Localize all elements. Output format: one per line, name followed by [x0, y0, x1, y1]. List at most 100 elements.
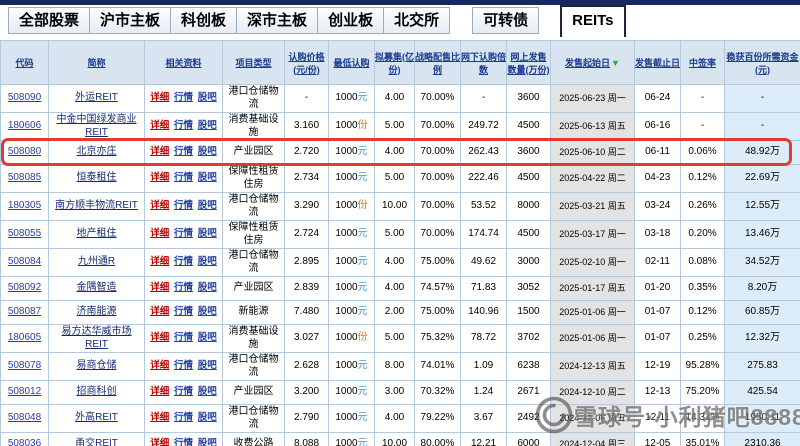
col-code[interactable]: 代码▼: [0, 40, 49, 85]
detail-link[interactable]: 详细: [150, 306, 170, 318]
col-win[interactable]: 中签率▼: [680, 40, 725, 85]
tab-chinext[interactable]: 创业板: [317, 7, 385, 34]
code-link[interactable]: 508085: [7, 172, 42, 184]
code-link[interactable]: 508078: [7, 360, 42, 372]
detail-link[interactable]: 详细: [150, 282, 170, 294]
detail-link[interactable]: 详细: [150, 360, 170, 372]
name-link[interactable]: 地产租住: [76, 228, 117, 240]
detail-link[interactable]: 详细: [150, 256, 170, 268]
guba-link[interactable]: 股吧: [197, 200, 217, 212]
code-link[interactable]: 508012: [7, 386, 42, 398]
col-info[interactable]: 相关资料▼: [144, 40, 223, 85]
detail-link[interactable]: 详细: [150, 92, 170, 104]
guba-link[interactable]: 股吧: [197, 438, 217, 446]
col-funds[interactable]: 稳获百份所需资金(元)▼: [724, 40, 800, 85]
col-strategic[interactable]: 战略配售比例▼: [414, 40, 461, 85]
quote-link[interactable]: 行情: [173, 412, 193, 424]
name-link[interactable]: 北京亦庄: [76, 146, 117, 158]
quote-link[interactable]: 行情: [173, 332, 193, 344]
guba-link[interactable]: 股吧: [197, 228, 217, 240]
detail-link[interactable]: 详细: [150, 200, 170, 212]
name-link[interactable]: 恒泰租住: [76, 172, 117, 184]
name-link[interactable]: 招商科创: [76, 386, 117, 398]
name-link[interactable]: 外运REIT: [75, 92, 118, 104]
code-link[interactable]: 508090: [7, 92, 42, 104]
name-link[interactable]: 南方顺丰物流REIT: [55, 200, 138, 212]
price-cell: 8.088: [284, 432, 329, 446]
guba-link[interactable]: 股吧: [197, 332, 217, 344]
col-price[interactable]: 认购价格(元/份)▼: [284, 40, 329, 85]
col-end[interactable]: 发售截止日▼: [634, 40, 681, 85]
code-link[interactable]: 508048: [7, 412, 42, 424]
quote-link[interactable]: 行情: [173, 438, 193, 446]
tab-reits[interactable]: REITs: [560, 5, 626, 37]
detail-link[interactable]: 详细: [150, 438, 170, 446]
raise-cell: 4.00: [374, 84, 415, 113]
reits-table: 代码▼简称▼相关资料▼项目类型▼认购价格(元/份)▼最低认购▼拟募集(亿份)▼战…: [0, 40, 800, 446]
code-link[interactable]: 508092: [7, 282, 42, 294]
name-link[interactable]: 金隅智造: [76, 282, 117, 294]
code-link[interactable]: 508080: [7, 146, 42, 158]
tab-convertible-bonds[interactable]: 可转债: [472, 7, 540, 34]
quote-link[interactable]: 行情: [173, 172, 193, 184]
detail-link[interactable]: 详细: [150, 228, 170, 240]
col-type[interactable]: 项目类型▼: [222, 40, 285, 85]
tab-all-stocks[interactable]: 全部股票: [8, 7, 91, 34]
col-online[interactable]: 网上发售数量(万份)▼: [506, 40, 551, 85]
quote-link[interactable]: 行情: [173, 256, 193, 268]
quote-link[interactable]: 行情: [173, 120, 193, 132]
guba-link[interactable]: 股吧: [197, 360, 217, 372]
detail-link[interactable]: 详细: [150, 172, 170, 184]
code-link[interactable]: 508055: [7, 228, 42, 240]
code-link[interactable]: 180606: [7, 120, 42, 132]
name-link[interactable]: 易商仓储: [76, 360, 117, 372]
col-offline[interactable]: 网下认购倍数▼: [460, 40, 507, 85]
name-link[interactable]: 易方达华威市场REIT: [61, 326, 132, 350]
code-link[interactable]: 508087: [7, 306, 42, 318]
code-link[interactable]: 508036: [7, 438, 42, 446]
tab-sz-main-board[interactable]: 深市主板: [236, 7, 319, 34]
min-qty: 1000: [335, 146, 358, 158]
online-quantity-cell: 3052: [506, 276, 551, 301]
detail-link[interactable]: 详细: [150, 146, 170, 158]
code-link[interactable]: 180305: [7, 200, 42, 212]
quote-link[interactable]: 行情: [173, 360, 193, 372]
col-raise[interactable]: 拟募集(亿份)▼: [374, 40, 415, 85]
detail-link[interactable]: 详细: [150, 386, 170, 398]
code-link[interactable]: 180605: [7, 332, 42, 344]
quote-link[interactable]: 行情: [173, 200, 193, 212]
col-name[interactable]: 简称▼: [48, 40, 145, 85]
guba-link[interactable]: 股吧: [197, 386, 217, 398]
quote-link[interactable]: 行情: [173, 386, 193, 398]
guba-link[interactable]: 股吧: [197, 412, 217, 424]
quote-link[interactable]: 行情: [173, 146, 193, 158]
tab-bse[interactable]: 北交所: [383, 7, 451, 34]
quote-link[interactable]: 行情: [173, 228, 193, 240]
guba-link[interactable]: 股吧: [197, 282, 217, 294]
tab-sh-main-board[interactable]: 沪市主板: [89, 7, 172, 34]
quote-link[interactable]: 行情: [173, 282, 193, 294]
col-min[interactable]: 最低认购▼: [328, 40, 375, 85]
guba-link[interactable]: 股吧: [197, 306, 217, 318]
guba-link[interactable]: 股吧: [197, 120, 217, 132]
min-subscription-cell: 1000份: [328, 324, 375, 353]
detail-link[interactable]: 详细: [150, 332, 170, 344]
code-link[interactable]: 508084: [7, 256, 42, 268]
quote-link[interactable]: 行情: [173, 306, 193, 318]
min-qty: 1000: [335, 172, 358, 184]
start-date-cell: 2025-06-13 周五: [550, 112, 635, 141]
guba-link[interactable]: 股吧: [197, 256, 217, 268]
name-link[interactable]: 济南能源: [76, 306, 117, 318]
name-link[interactable]: 甬交REIT: [75, 438, 118, 446]
col-start[interactable]: 发售起始日▼: [550, 40, 635, 85]
detail-link[interactable]: 详细: [150, 120, 170, 132]
name-link[interactable]: 九州通R: [77, 256, 116, 268]
name-link[interactable]: 外高REIT: [75, 412, 118, 424]
guba-link[interactable]: 股吧: [197, 92, 217, 104]
name-link[interactable]: 中金中国绿发商业REIT: [56, 114, 137, 138]
guba-link[interactable]: 股吧: [197, 172, 217, 184]
detail-link[interactable]: 详细: [150, 412, 170, 424]
tab-star-market[interactable]: 科创板: [170, 7, 238, 34]
guba-link[interactable]: 股吧: [197, 146, 217, 158]
quote-link[interactable]: 行情: [173, 92, 193, 104]
